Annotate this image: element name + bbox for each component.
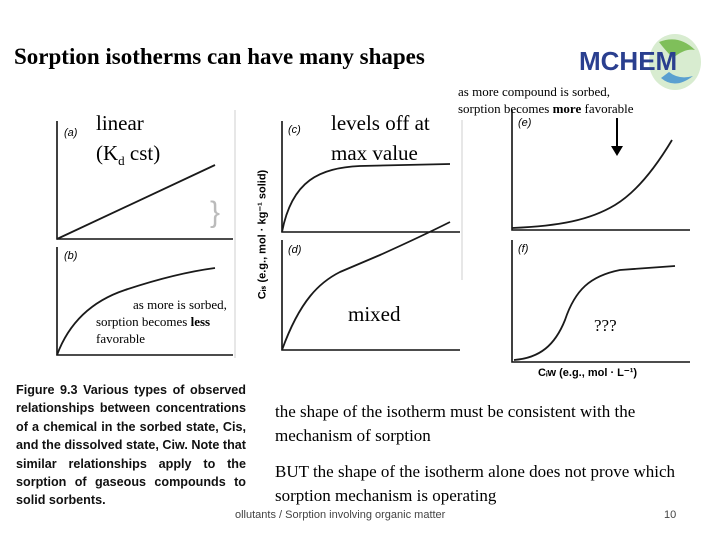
label-less-favorable: as more is sorbed, sorption becomes less… — [96, 297, 227, 346]
label-unknown: ??? — [594, 316, 617, 335]
panel-label-a: (a) — [64, 127, 78, 139]
panel-e-axes — [511, 110, 690, 231]
globe-icon — [649, 34, 701, 90]
panel-label-d: (d) — [288, 244, 302, 256]
x-axis-label: Cᵢw (e.g., mol · L⁻¹) — [538, 367, 638, 379]
label-mixed: mixed — [348, 302, 401, 326]
panel-label-b: (b) — [64, 250, 78, 262]
y-axis-label: Cᵢₛ (e.g., mol · kg⁻¹ solid) — [256, 169, 269, 300]
panel-label-e: (e) — [518, 117, 532, 129]
panel-d-axes — [281, 240, 460, 351]
panel-f-axes — [511, 240, 690, 363]
slide-title: Sorption isotherms can have many shapes — [14, 44, 425, 69]
label-levels-off: levels off at max value — [331, 111, 430, 165]
label-linear: linear (Kd cst) — [96, 111, 161, 169]
footer-text: ollutants / Sorption involving organic m… — [235, 509, 446, 521]
panel-b-curve — [56, 267, 216, 356]
panel-a-curve — [56, 164, 216, 240]
note-consistent: the shape of the isotherm must be consis… — [275, 402, 636, 445]
label-more-favorable: as more compound is sorbed, sorption bec… — [458, 84, 634, 116]
page-number: 10 — [664, 509, 677, 521]
figure-caption: Figure 9.3 Various types of observed rel… — [16, 383, 246, 508]
panel-d-curve — [281, 221, 451, 351]
arrow-head-icon — [611, 146, 623, 156]
mchem-logo: MCHEM — [575, 28, 705, 98]
logo-text: MCHEM — [579, 46, 678, 76]
note-but: BUT the shape of the isotherm alone does… — [275, 462, 676, 505]
panel-c-curve — [281, 163, 451, 233]
panel-e-curve — [511, 139, 673, 229]
svg-text:}: } — [210, 196, 220, 229]
panel-f-curve — [513, 265, 676, 361]
panel-label-c: (c) — [288, 124, 301, 136]
panel-label-f: (f) — [518, 243, 529, 255]
